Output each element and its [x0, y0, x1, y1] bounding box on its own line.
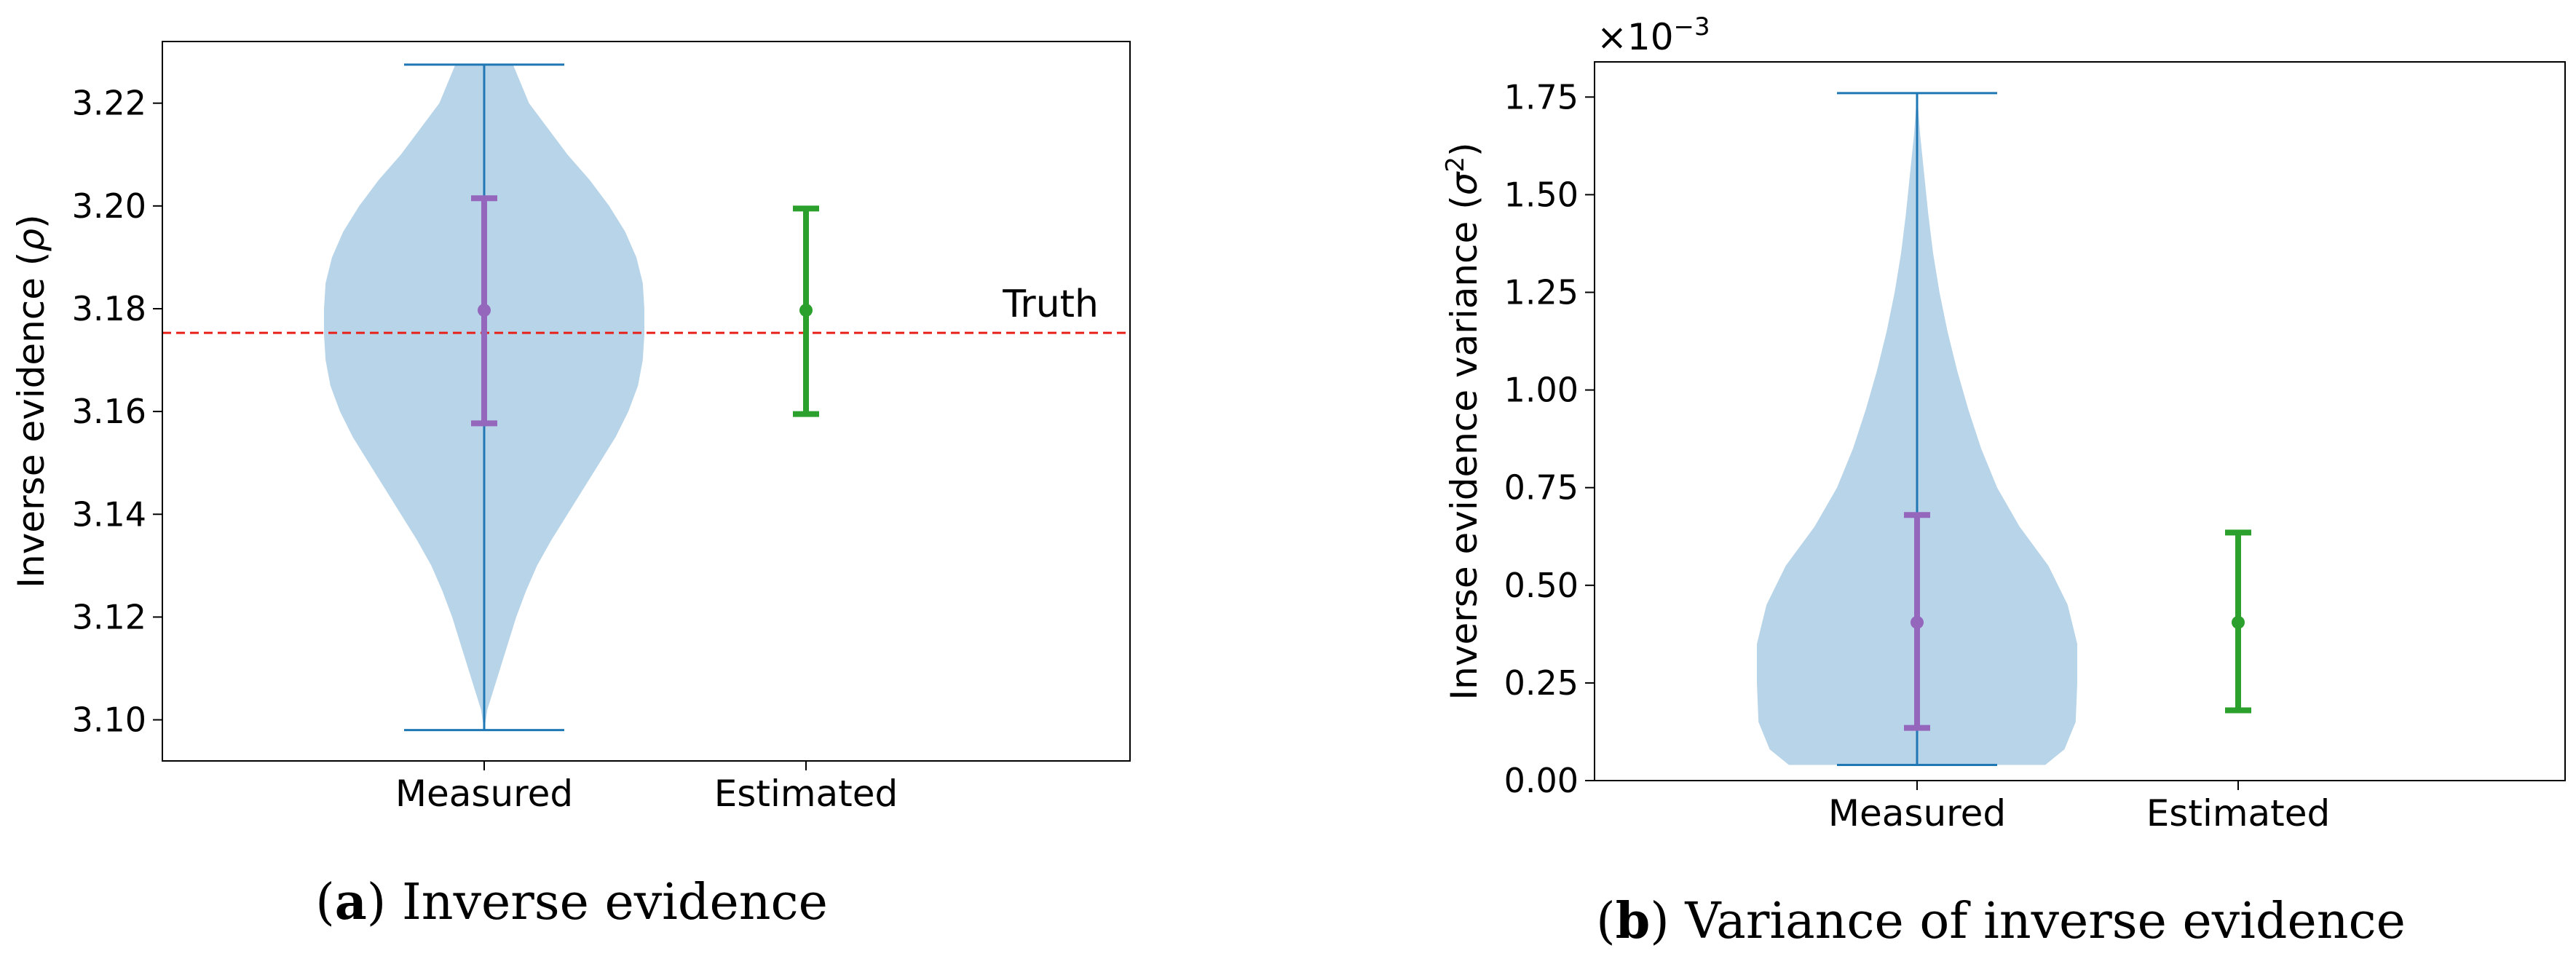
y-axis-label: Inverse evidence variance (σ2) [1441, 142, 1485, 700]
panel-b-chart: 0.00 0.25 0.50 0.75 1.00 1.25 1.50 1.75 Measure… [1441, 12, 2566, 950]
errorbar-measured [1904, 512, 1930, 731]
y-tick-label: 3.20 [72, 186, 146, 226]
errorbar-mean-point [799, 304, 813, 317]
x-tick-label: Estimated [714, 773, 898, 815]
x-axis-ticks: Measured Estimated [1828, 781, 2330, 834]
y-axis-label: Inverse evidence (ρ) [10, 214, 52, 588]
panel-a-caption: (a) Inverse evidence [315, 873, 828, 931]
panel-a-chart: Truth 3.10 3.12 3.14 3.16 3.18 3.20 3.22 Measu… [10, 41, 1131, 931]
y-tick-label: 3.10 [72, 700, 146, 740]
errorbar-mean-point [1911, 615, 1924, 629]
y-tick-label: 1.50 [1504, 175, 1579, 214]
y-tick-label: 3.18 [72, 289, 146, 328]
x-axis-ticks: Measured Estimated [395, 761, 898, 815]
plot-frame [162, 41, 1131, 762]
y-tick-label: 0.25 [1504, 663, 1579, 703]
errorbar-estimated [2225, 529, 2251, 714]
errorbar-mean-point [2232, 615, 2245, 629]
y-axis-ticks: 3.10 3.12 3.14 3.16 3.18 3.20 3.22 [72, 84, 162, 740]
y-tick-label: 3.16 [72, 392, 146, 431]
y-tick-label: 3.14 [72, 494, 146, 534]
y-axis-offset-text: ×10−3 [1597, 12, 1710, 58]
x-tick-label: Estimated [2146, 792, 2331, 834]
errorbar-estimated [793, 205, 819, 417]
plot-frame [1594, 61, 2566, 781]
panel-b-caption: (b) Variance of inverse evidence [1596, 892, 2406, 950]
y-tick-label: 3.22 [72, 84, 146, 123]
errorbar-measured [471, 195, 497, 427]
truth-label: Truth [1002, 283, 1099, 326]
x-tick-label: Measured [395, 773, 573, 815]
errorbars [1904, 512, 2251, 731]
y-tick-label: 0.75 [1504, 468, 1579, 508]
x-tick-label: Measured [1828, 792, 2006, 834]
y-tick-label: 1.00 [1504, 371, 1579, 410]
y-tick-label: 1.25 [1504, 272, 1579, 312]
y-tick-label: 3.12 [72, 597, 146, 636]
y-tick-label: 0.50 [1504, 566, 1579, 605]
errorbar-mean-point [478, 304, 491, 317]
y-tick-label: 1.75 [1504, 77, 1579, 117]
errorbars [471, 195, 819, 427]
y-tick-label: 0.00 [1504, 761, 1579, 800]
y-axis-ticks: 0.00 0.25 0.50 0.75 1.00 1.25 1.50 1.75 [1504, 77, 1595, 800]
